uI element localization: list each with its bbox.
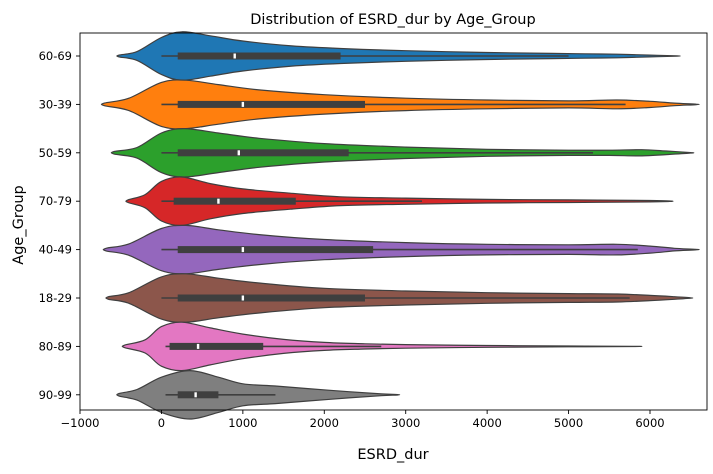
x-tick-label-2000: 2000 (310, 416, 339, 430)
chart-title: Distribution of ESRD_dur by Age_Group (250, 12, 535, 28)
iqr-box-50-59 (177, 149, 349, 157)
iqr-box-60-69 (177, 52, 341, 60)
y-axis: 60-69 30-39 50-59 70-79 40-49 18-29 80-89 90-99 (39, 49, 80, 402)
median-60-69 (233, 53, 236, 59)
y-tick-label-18-29: 18-29 (39, 291, 72, 305)
iqr-box-18-29 (177, 294, 365, 302)
y-tick-label-70-79: 70-79 (39, 194, 72, 208)
x-tick-label--1000: −1000 (61, 416, 100, 430)
x-tick-label-4000: 4000 (473, 416, 502, 430)
x-axis: −1000 0 1000 2000 3000 4000 5000 6000 (61, 410, 665, 430)
median-30-39 (241, 101, 245, 107)
y-tick-label-60-69: 60-69 (39, 49, 72, 63)
y-tick-label-30-39: 30-39 (39, 97, 72, 111)
violins-group (100, 31, 700, 420)
x-axis-label: ESRD_dur (357, 447, 428, 463)
x-tick-label-5000: 5000 (554, 416, 583, 430)
median-70-79 (217, 198, 220, 204)
iqr-box-80-89 (169, 342, 264, 350)
median-18-29 (241, 295, 245, 301)
y-tick-label-50-59: 50-59 (39, 146, 72, 160)
y-tick-label-90-99: 90-99 (39, 388, 72, 402)
y-tick-label-40-49: 40-49 (39, 243, 72, 257)
median-80-89 (196, 343, 200, 349)
iqr-box-70-79 (173, 197, 296, 205)
iqr-box-90-99 (177, 391, 219, 399)
violin-80-89 (121, 321, 643, 372)
x-tick-label-6000: 6000 (635, 416, 664, 430)
x-tick-label-3000: 3000 (391, 416, 420, 430)
y-tick-label-80-89: 80-89 (39, 339, 72, 353)
y-axis-label: Age_Group (11, 185, 27, 264)
median-90-99 (194, 392, 197, 398)
median-40-49 (241, 247, 245, 253)
x-tick-label-0: 0 (158, 416, 165, 430)
plot-frame (79, 32, 708, 411)
iqr-box-30-39 (177, 100, 365, 108)
x-tick-label-1000: 1000 (228, 416, 257, 430)
iqr-box-40-49 (177, 246, 374, 254)
median-50-59 (237, 150, 240, 156)
